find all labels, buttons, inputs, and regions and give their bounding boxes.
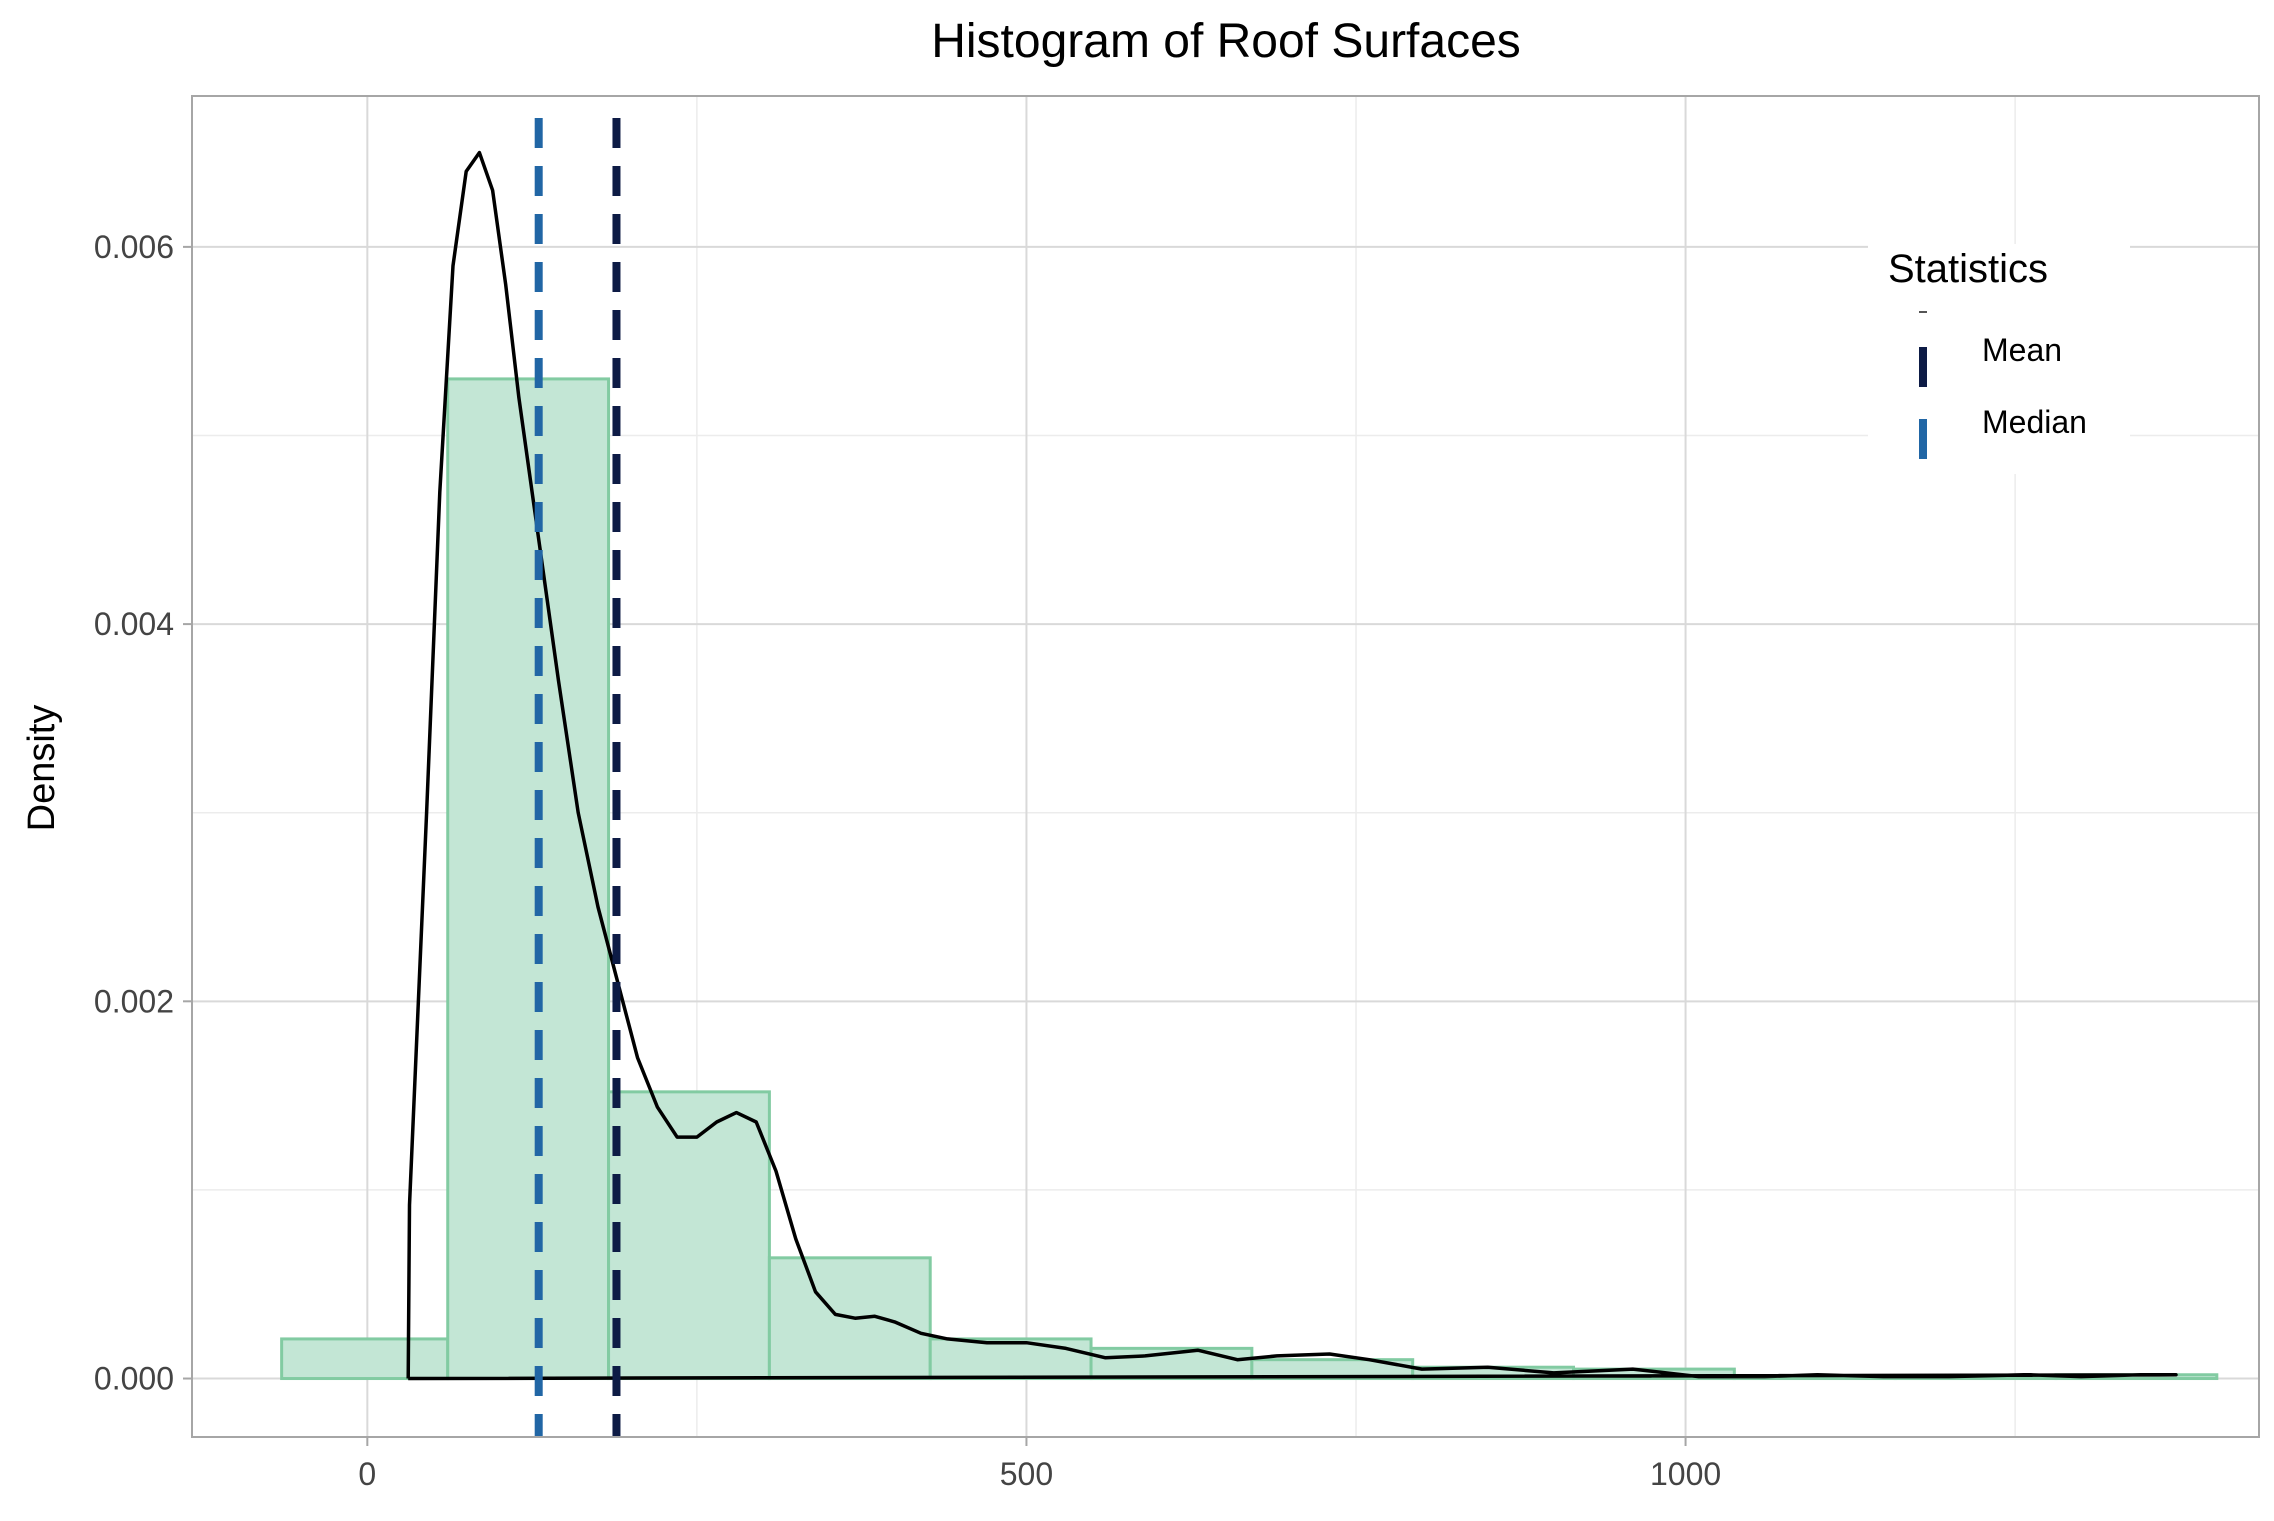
axis-ticks: 0 500 1000 0.000 0.002 0.004 0.006 (94, 229, 1721, 1492)
legend-title: Statistics (1888, 247, 2048, 291)
statistics-lines (534, 118, 621, 1437)
x-tick-label: 1000 (1650, 1456, 1721, 1492)
panel-border (191, 95, 2260, 1438)
legend-label-median: Median (1982, 404, 2087, 440)
y-tick-label: 0.004 (94, 606, 174, 642)
x-tick-label: 0 (358, 1456, 376, 1492)
y-tick-label: 0.006 (94, 229, 174, 265)
y-tick-label: 0.002 (94, 983, 174, 1019)
density-curve-layer (406, 150, 2178, 1381)
histogram-bar (446, 377, 611, 1381)
legend-background (1868, 244, 2130, 474)
chart-title: Histogram of Roof Surfaces (931, 15, 1521, 68)
histogram-bar (1572, 1367, 1736, 1381)
legend: Statistics Mean Median (1868, 244, 2130, 474)
histogram-bar (280, 1337, 450, 1381)
legend-label-mean: Mean (1982, 332, 2062, 368)
y-tick-label: 0.000 (94, 1361, 174, 1397)
histogram-bar (928, 1337, 1093, 1381)
x-tick-label: 500 (1000, 1456, 1053, 1492)
histogram-bar (607, 1090, 771, 1381)
y-axis-label: Density (21, 705, 63, 832)
density-curve (406, 150, 2178, 1381)
histogram-bars (280, 377, 2219, 1381)
